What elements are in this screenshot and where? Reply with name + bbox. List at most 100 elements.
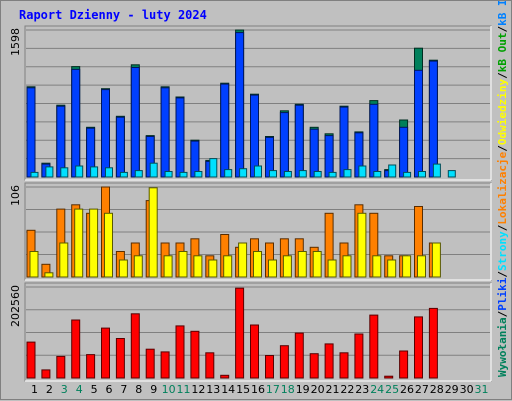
- y-max-label: 106: [9, 185, 22, 206]
- bar-visits-odwiedziny-day-24: [372, 255, 382, 278]
- x-tick-label: 3: [61, 383, 68, 396]
- bar-hits-strony-day-2: [45, 166, 54, 178]
- bar-hits-pliki-day-18: [279, 112, 289, 178]
- legend-entry: Odwiedziny: [496, 79, 509, 146]
- bar-kb-kb-f-day-10: [160, 351, 170, 379]
- bar-kb-kb-f-day-12: [190, 330, 200, 379]
- x-tick-label: 20: [311, 383, 325, 396]
- bar-hits-strony-day-8: [134, 170, 143, 178]
- bar-hits-pliki-day-6: [101, 89, 110, 178]
- bar-hits-pliki-day-21: [324, 135, 334, 178]
- x-tick-label: 4: [76, 383, 83, 396]
- bar-visits-odwiedziny-day-8: [133, 255, 143, 278]
- bar-hits-strony-day-23: [358, 165, 367, 178]
- x-tick-label: 22: [340, 383, 354, 396]
- bar-kb-kb-f-day-3: [56, 355, 66, 379]
- legend-entry: Pliki: [496, 277, 509, 310]
- bar-kb-kb-f-day-4: [71, 319, 81, 379]
- legend-entry: Strony: [496, 231, 509, 271]
- bar-visits-odwiedziny-day-11: [178, 251, 188, 278]
- bar-hits-pliki-day-16: [250, 94, 259, 178]
- bar-hits-strony-day-13: [209, 158, 218, 178]
- bar-kb-kb-f-day-19: [294, 332, 304, 379]
- bar-visits-odwiedziny-day-14: [223, 255, 233, 278]
- bar-hits-pliki-day-27: [414, 69, 423, 178]
- x-tick-label: 1: [31, 383, 38, 396]
- x-tick-label: 21: [326, 383, 340, 396]
- bar-hits-strony-day-28: [432, 163, 441, 178]
- x-tick-label: 26: [400, 383, 414, 396]
- bar-hits-strony-day-29: [447, 170, 456, 178]
- legend-entry: kB Out: [496, 33, 509, 73]
- bar-kb-kb-f-day-22: [339, 352, 349, 379]
- bar-hits-pliki-day-22: [339, 106, 349, 178]
- bar-hits-pliki-day-15: [235, 32, 245, 178]
- bar-hits-pliki-day-20: [309, 128, 319, 178]
- x-tick-label: 16: [251, 383, 265, 396]
- x-tick-label: 13: [206, 383, 220, 396]
- bar-hits-pliki-day-8: [130, 67, 140, 178]
- bar-hits-strony-day-24: [373, 171, 382, 178]
- bar-visits-odwiedziny-day-6: [104, 212, 113, 278]
- x-tick-label: 11: [177, 383, 191, 396]
- bar-hits-strony-day-7: [119, 171, 128, 178]
- x-tick-label: 28: [430, 383, 444, 396]
- bar-kb-kb-f-day-23: [354, 333, 364, 379]
- bar-kb-kb-f-day-17: [265, 355, 274, 379]
- bar-visits-odwiedziny-day-15: [238, 242, 248, 278]
- x-tick-label: 6: [106, 383, 113, 396]
- bar-hits-strony-day-22: [343, 169, 352, 178]
- bar-kb-kb-f-day-2: [41, 369, 51, 379]
- bar-visits-odwiedziny-day-13: [208, 259, 218, 278]
- bar-kb-kb-f-day-16: [250, 324, 259, 379]
- bar-hits-strony-day-6: [105, 167, 113, 178]
- bar-kb-kb-f-day-11: [175, 325, 185, 379]
- panel-kb: 202560: [9, 282, 492, 382]
- series-hits-2: [30, 158, 456, 178]
- legend-entry: /: [496, 310, 509, 317]
- bar-kb-kb-f-day-13: [205, 352, 215, 379]
- x-tick-label: 2: [46, 383, 53, 396]
- chart-legend: Wywołania/Pliki/Strony/Lokalizacje/Odwie…: [496, 1, 509, 377]
- bar-kb-kb-f-day-5: [86, 354, 96, 379]
- y-max-label: 1598: [9, 28, 22, 56]
- x-tick-label: 25: [385, 383, 399, 396]
- bar-hits-strony-day-4: [75, 165, 84, 178]
- x-tick-label: 23: [355, 383, 369, 396]
- bar-visits-odwiedziny-day-3: [59, 242, 69, 278]
- series-kb-0: [26, 287, 438, 379]
- y-max-label: 202560: [9, 285, 22, 327]
- legend-entry: /: [496, 271, 509, 278]
- chart-title: Raport Dzienny - luty 2024: [19, 8, 207, 22]
- x-tick-label: 24: [370, 383, 384, 396]
- bar-visits-odwiedziny-day-12: [193, 255, 203, 278]
- bar-visits-odwiedziny-day-7: [118, 259, 128, 278]
- bar-hits-pliki-day-28: [428, 60, 438, 178]
- bar-kb-kb-f-day-20: [309, 353, 319, 379]
- bar-hits-strony-day-20: [313, 171, 322, 178]
- bar-hits-pliki-day-1: [26, 87, 36, 178]
- bar-visits-odwiedziny-day-26: [402, 255, 412, 278]
- x-tick-label: 9: [150, 383, 157, 396]
- bar-kb-kb-f-day-14: [220, 374, 230, 379]
- bar-visits-odwiedziny-day-25: [387, 259, 397, 278]
- x-tick-label: 15: [236, 383, 250, 396]
- bar-hits-pliki-day-3: [56, 105, 66, 178]
- bar-kb-kb-f-day-21: [324, 343, 334, 379]
- x-tick-label: 29: [445, 383, 459, 396]
- bar-visits-odwiedziny-day-5: [89, 208, 99, 278]
- bar-hits-strony-day-16: [254, 165, 262, 178]
- x-tick-label: 31: [475, 383, 489, 396]
- chart-panels: 1598 106 202560: [9, 25, 492, 382]
- bar-hits-strony-day-18: [283, 171, 292, 178]
- bar-visits-odwiedziny-day-28: [431, 242, 441, 278]
- x-tick-label: 7: [120, 383, 127, 396]
- bar-kb-kb-f-day-9: [145, 348, 155, 379]
- bar-hits-strony-day-5: [90, 166, 99, 178]
- legend-entry: /: [496, 224, 509, 231]
- x-tick-label: 17: [266, 383, 280, 396]
- bar-visits-odwiedziny-day-16: [253, 251, 262, 278]
- bar-visits-odwiedziny-day-9: [148, 187, 158, 278]
- bar-visits-odwiedziny-day-22: [342, 255, 352, 278]
